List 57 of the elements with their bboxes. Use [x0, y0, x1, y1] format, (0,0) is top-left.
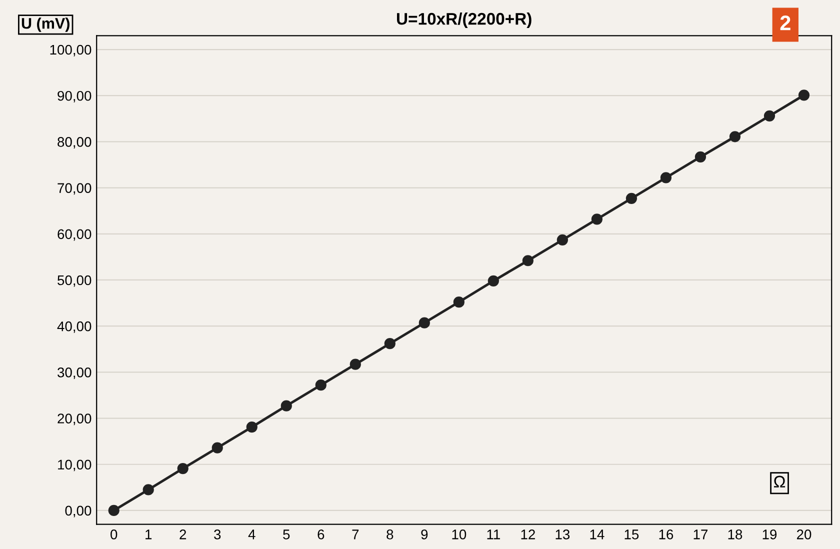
x-tick-label: 9 — [421, 530, 428, 540]
x-tick-label: 19 — [762, 530, 777, 540]
point — [142, 484, 154, 496]
point — [798, 90, 810, 101]
y-tick-label: 20,00 — [58, 414, 92, 426]
point — [280, 400, 292, 412]
x-tick-label: 18 — [728, 530, 742, 540]
point — [488, 275, 499, 286]
x-tick-label: 13 — [556, 530, 570, 540]
y-tick-label: 90,00 — [58, 90, 92, 102]
point — [350, 358, 361, 370]
y-axis-title: U (mV) — [22, 18, 70, 32]
x-tick-label: 10 — [452, 530, 466, 540]
point — [315, 380, 326, 391]
x-tick-label: 16 — [659, 530, 674, 540]
chart-title: U=10xR/(2200+R) — [397, 12, 532, 28]
x-tick-label: 1 — [146, 530, 152, 540]
text: 2 — [780, 16, 790, 30]
x-tick-label: 3 — [214, 530, 221, 540]
point — [177, 462, 188, 474]
point — [626, 192, 638, 204]
point — [660, 172, 672, 184]
x-tick-label: 14 — [590, 530, 604, 540]
y-tick-label: 50,00 — [58, 275, 92, 287]
y-tick-label: 80,00 — [58, 137, 92, 149]
point — [556, 234, 568, 246]
point — [108, 504, 120, 516]
x-tick-label: 8 — [386, 530, 394, 540]
x-tick-label: 5 — [283, 530, 290, 540]
y-tick-label: 100,00 — [50, 44, 92, 56]
y-tick-label: 40,00 — [57, 321, 92, 333]
point — [212, 442, 223, 454]
y-tick-label: 70,00 — [58, 183, 92, 195]
point — [591, 214, 603, 225]
point — [764, 110, 776, 122]
x-tick-label: 20 — [796, 530, 812, 540]
x-tick-label: 15 — [624, 530, 639, 540]
y-tick-label: 30,00 — [58, 368, 92, 379]
y-tick-label: 0,00 — [65, 506, 92, 518]
y-tick-label: 60,00 — [58, 229, 92, 241]
point — [522, 255, 534, 266]
x-tick-label: 2 — [180, 530, 186, 540]
point — [418, 317, 430, 328]
point — [694, 151, 706, 162]
x-axis-title: Ω — [774, 476, 786, 488]
x-tick-label: 4 — [248, 530, 256, 540]
point — [453, 296, 464, 308]
x-tick-label: 17 — [694, 530, 708, 540]
x-tick-label: 6 — [318, 530, 324, 540]
point — [246, 421, 258, 433]
y-tick-label: 10,00 — [58, 460, 92, 472]
x-tick-label: 11 — [487, 530, 500, 540]
x-tick-label: 12 — [521, 530, 535, 540]
point — [729, 131, 741, 142]
point — [384, 338, 396, 350]
x-tick-label: 0 — [110, 530, 118, 540]
x-tick-label: 7 — [352, 530, 359, 540]
